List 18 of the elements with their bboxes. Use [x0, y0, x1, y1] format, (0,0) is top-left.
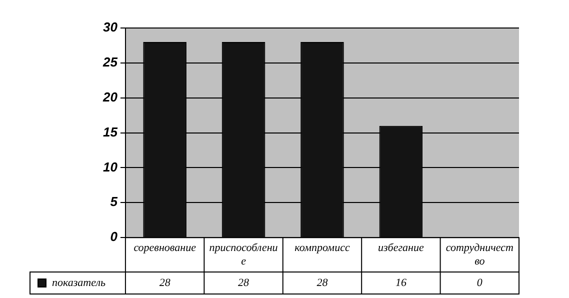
x-tick-label: соревнование — [134, 242, 196, 254]
x-tick-label: компромисс — [294, 242, 350, 254]
data-label: 28 — [316, 276, 328, 289]
legend-label: показатель — [52, 276, 106, 289]
data-label: 28 — [159, 276, 171, 289]
y-tick-label: 0 — [110, 229, 118, 244]
y-tick-label: 20 — [102, 89, 118, 104]
y-tick-label: 10 — [102, 159, 118, 174]
data-label: 28 — [238, 276, 250, 289]
y-tick-label: 25 — [102, 54, 118, 70]
y-tick-label: 5 — [110, 194, 118, 210]
data-label: 0 — [476, 276, 483, 289]
x-tick-label: сотрудничество — [446, 242, 514, 268]
x-tick-label: приспособление — [209, 242, 278, 268]
data-label: 16 — [395, 276, 407, 289]
y-tick-label: 15 — [102, 124, 118, 140]
y-tick-label: 30 — [102, 20, 118, 35]
x-tick-label: избегание — [378, 242, 424, 254]
